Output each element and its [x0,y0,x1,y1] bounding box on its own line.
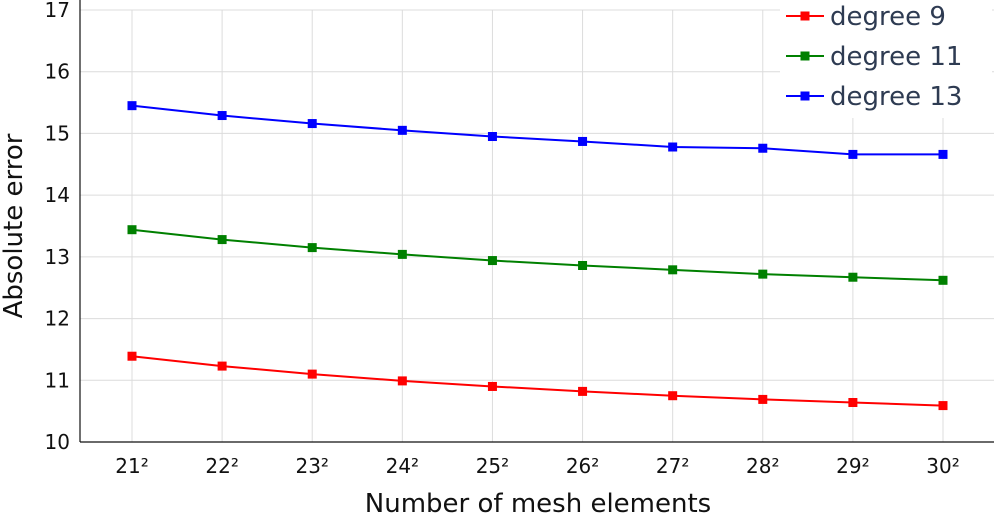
data-point [397,376,407,386]
data-point [938,275,948,285]
x-tick-label: 28² [746,454,779,478]
data-point [848,149,858,159]
data-point [578,386,588,396]
y-tick-label: 17 [45,0,70,22]
data-point [127,225,137,235]
legend: degree 9 degree 11 degree 13 [780,0,992,118]
data-point [848,272,858,282]
series-degree-9 [127,351,948,411]
data-point [578,260,588,270]
x-tick-label: 29² [836,454,869,478]
data-point [848,398,858,408]
legend-item: degree 13 [786,82,962,112]
series-line [131,228,944,282]
grid-layer [80,9,994,442]
labels-layer: 10 11 12 13 14 15 16 17 21² 22² 23² 24² 25² 26² 27² 28²… [45,0,960,478]
legend-swatch-marker [800,51,810,61]
y-tick-label: 10 [45,430,70,454]
y-tick-label: 14 [45,183,70,207]
data-point [758,269,768,279]
data-point [938,149,948,159]
series-line [131,104,943,156]
data-point [758,394,768,404]
data-point [127,101,137,111]
y-tick-label: 16 [45,60,70,84]
data-point [217,235,227,245]
legend-label: degree 13 [830,82,962,112]
data-point [668,265,678,275]
x-tick-label: 23² [295,454,328,478]
legend-label: degree 9 [830,2,946,32]
data-point [668,391,678,401]
legend-swatch-marker [800,11,810,21]
data-point [397,249,407,259]
y-tick-label: 15 [45,121,70,145]
data-point [487,381,497,391]
axes-layer [79,0,994,443]
y-tick-label: 11 [45,368,70,392]
legend-background [780,0,992,118]
x-tick-label: 21² [115,454,148,478]
data-point [487,256,497,266]
x-tick-label: 25² [476,454,509,478]
series-line [131,355,944,407]
x-tick-label: 22² [205,454,238,478]
data-point [217,111,227,121]
data-point [487,132,497,142]
x-tick-label: 30² [926,454,959,478]
legend-item: degree 9 [786,2,946,32]
series-layer [127,101,948,411]
data-point [307,243,317,253]
data-point [217,361,227,371]
data-point [938,401,948,411]
legend-swatch-marker [800,91,810,101]
data-point [758,143,768,153]
data-point [127,351,137,361]
legend-item: degree 11 [786,42,962,72]
y-tick-label: 12 [45,307,70,331]
legend-label: degree 11 [830,42,962,72]
x-tick-label: 24² [386,454,419,478]
y-axis-title: Absolute error [0,133,29,318]
y-tick-label: 13 [45,245,70,269]
data-point [397,125,407,135]
data-point [578,136,588,146]
series-degree-13 [127,101,948,159]
data-point [668,142,678,152]
x-tick-label: 26² [566,454,599,478]
x-axis-title: Number of mesh elements [365,489,711,514]
data-point [307,119,317,129]
series-degree-11 [127,225,948,285]
data-point [307,369,317,379]
x-tick-label: 27² [656,454,689,478]
